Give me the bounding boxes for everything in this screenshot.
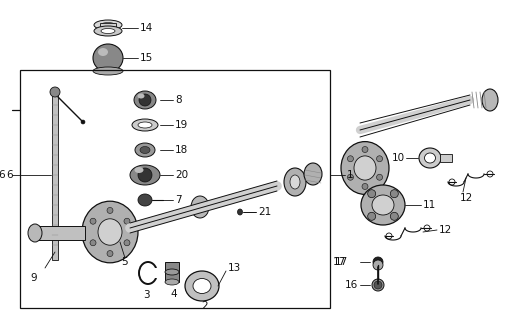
Text: 16: 16 <box>345 280 358 290</box>
Text: 17: 17 <box>333 257 346 267</box>
Ellipse shape <box>138 93 144 99</box>
Text: 2: 2 <box>202 301 208 311</box>
Circle shape <box>368 190 376 198</box>
Circle shape <box>374 281 382 289</box>
Text: 11: 11 <box>423 200 436 210</box>
Ellipse shape <box>94 20 122 30</box>
Circle shape <box>348 156 353 162</box>
Ellipse shape <box>28 224 42 242</box>
Ellipse shape <box>424 153 435 163</box>
Circle shape <box>373 260 383 270</box>
Ellipse shape <box>372 195 394 215</box>
Ellipse shape <box>361 185 405 225</box>
Ellipse shape <box>193 278 211 293</box>
Circle shape <box>377 174 382 180</box>
Bar <box>20 70 330 308</box>
Ellipse shape <box>341 141 389 194</box>
Ellipse shape <box>130 165 160 185</box>
Circle shape <box>50 87 60 97</box>
Bar <box>153 268 167 278</box>
Circle shape <box>390 212 398 220</box>
Bar <box>165 262 179 282</box>
Text: 6: 6 <box>6 170 13 180</box>
Text: 17: 17 <box>335 257 348 267</box>
Circle shape <box>424 225 430 231</box>
Circle shape <box>386 233 392 239</box>
Text: 14: 14 <box>140 23 153 33</box>
Ellipse shape <box>101 22 115 28</box>
Bar <box>35 226 85 240</box>
Circle shape <box>81 120 85 124</box>
Text: 5: 5 <box>121 257 127 267</box>
Ellipse shape <box>165 279 179 285</box>
Ellipse shape <box>138 194 152 206</box>
Circle shape <box>348 174 353 180</box>
Ellipse shape <box>185 271 219 301</box>
Bar <box>52 90 58 260</box>
Ellipse shape <box>138 122 152 128</box>
Ellipse shape <box>98 219 122 245</box>
Ellipse shape <box>93 67 123 75</box>
Ellipse shape <box>284 168 306 196</box>
Circle shape <box>449 179 455 185</box>
Circle shape <box>107 251 113 257</box>
Circle shape <box>368 212 376 220</box>
Text: 19: 19 <box>175 120 188 130</box>
Ellipse shape <box>354 156 376 180</box>
Ellipse shape <box>132 119 158 131</box>
Ellipse shape <box>94 26 122 36</box>
Bar <box>100 23 116 31</box>
Circle shape <box>139 94 151 106</box>
Circle shape <box>90 218 96 224</box>
Text: 6: 6 <box>0 170 5 180</box>
Ellipse shape <box>144 268 152 278</box>
Ellipse shape <box>290 175 300 189</box>
Text: 21: 21 <box>258 207 271 217</box>
Ellipse shape <box>140 147 150 154</box>
Circle shape <box>107 207 113 213</box>
Ellipse shape <box>134 91 156 109</box>
Text: 20: 20 <box>175 170 188 180</box>
Text: 13: 13 <box>228 263 241 273</box>
Circle shape <box>124 240 130 246</box>
Ellipse shape <box>165 269 179 275</box>
Circle shape <box>138 168 152 182</box>
Ellipse shape <box>134 167 143 173</box>
Text: 8: 8 <box>175 95 181 105</box>
Text: 12: 12 <box>460 193 473 203</box>
Text: 15: 15 <box>140 53 153 63</box>
Ellipse shape <box>82 201 138 263</box>
Ellipse shape <box>98 48 108 56</box>
Circle shape <box>90 240 96 246</box>
Text: 4: 4 <box>171 289 177 299</box>
Circle shape <box>487 171 493 177</box>
Ellipse shape <box>372 279 384 291</box>
Circle shape <box>377 156 382 162</box>
Circle shape <box>124 218 130 224</box>
Ellipse shape <box>135 143 155 157</box>
Text: 3: 3 <box>143 290 149 300</box>
Ellipse shape <box>238 209 242 215</box>
Circle shape <box>373 257 383 267</box>
Text: 10: 10 <box>392 153 405 163</box>
Ellipse shape <box>304 163 322 185</box>
Ellipse shape <box>93 44 123 72</box>
Text: 18: 18 <box>175 145 188 155</box>
Text: 9: 9 <box>30 273 37 283</box>
Circle shape <box>362 183 368 189</box>
Ellipse shape <box>482 89 498 111</box>
Ellipse shape <box>101 28 115 34</box>
Circle shape <box>390 190 398 198</box>
Ellipse shape <box>419 148 441 168</box>
Circle shape <box>362 147 368 153</box>
Ellipse shape <box>191 196 209 218</box>
Text: 7: 7 <box>175 195 181 205</box>
Bar <box>440 154 452 162</box>
Text: 1: 1 <box>347 170 353 180</box>
Text: 12: 12 <box>439 225 452 235</box>
